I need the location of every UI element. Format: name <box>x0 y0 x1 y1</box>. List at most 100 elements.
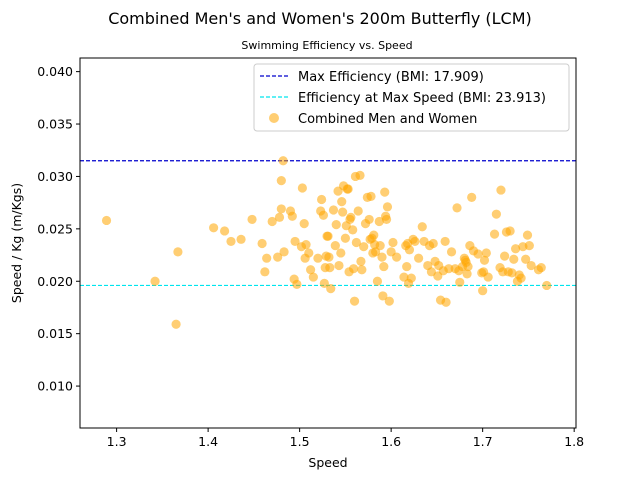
data-point <box>173 247 183 257</box>
data-point <box>380 187 390 197</box>
x-axis-ticks: 1.3 1.4 1.5 1.6 1.7 1.8 <box>107 428 584 449</box>
data-point <box>343 184 353 194</box>
data-point <box>414 253 424 263</box>
x-tick-label: 1.3 <box>107 434 127 449</box>
data-point <box>257 238 267 249</box>
data-point <box>356 256 366 266</box>
data-point <box>349 296 360 306</box>
data-point <box>406 273 416 283</box>
legend-label-efficiency-at-max-speed: Efficiency at Max Speed (BMI: 23.913) <box>298 91 546 106</box>
data-point <box>101 215 112 226</box>
data-point <box>505 226 515 236</box>
x-tick-label: 1.7 <box>473 434 493 449</box>
data-point <box>524 241 534 251</box>
data-point <box>364 214 374 225</box>
data-point <box>382 202 393 212</box>
data-point <box>402 261 412 272</box>
data-point <box>478 286 488 296</box>
data-point <box>366 191 376 201</box>
data-point <box>536 263 546 273</box>
data-point <box>452 203 462 213</box>
data-point <box>428 238 438 249</box>
legend-swatch-combined <box>269 113 279 123</box>
data-point <box>444 264 454 274</box>
data-point <box>463 261 473 272</box>
x-axis-label: Speed <box>308 455 347 470</box>
data-point <box>369 230 379 240</box>
data-point <box>338 207 348 217</box>
data-point <box>340 233 350 243</box>
x-tick-label: 1.5 <box>290 434 310 449</box>
x-tick-label: 1.4 <box>198 434 218 449</box>
x-tick-label: 1.8 <box>564 434 584 449</box>
data-point <box>297 183 307 193</box>
data-point <box>337 197 347 207</box>
data-point <box>274 212 285 222</box>
data-point <box>326 283 336 294</box>
data-point <box>236 234 246 244</box>
data-point <box>328 205 339 215</box>
y-tick-label: 0.035 <box>37 117 73 132</box>
plot-frame <box>79 57 577 429</box>
data-point <box>324 252 334 262</box>
data-point <box>304 248 314 258</box>
y-tick-label: 0.025 <box>37 221 73 236</box>
chart-subtitle: Swimming Efficiency vs. Speed <box>241 39 412 52</box>
data-point <box>316 194 327 205</box>
data-point <box>542 280 552 291</box>
data-point <box>267 216 277 227</box>
data-point <box>209 223 219 233</box>
data-point <box>276 204 286 214</box>
data-point <box>377 252 387 262</box>
data-point <box>171 319 181 329</box>
data-point <box>319 278 329 288</box>
data-point <box>375 241 385 251</box>
y-axis-label: Speed / Kg (m/Kgs) <box>9 183 24 303</box>
data-point <box>481 248 491 258</box>
data-point <box>417 222 427 232</box>
data-point <box>441 297 451 307</box>
data-point <box>353 206 363 216</box>
data-point <box>247 214 257 225</box>
data-point <box>336 248 346 258</box>
x-tick-label: 1.6 <box>381 434 401 449</box>
data-point <box>262 253 272 263</box>
data-point <box>522 230 533 240</box>
data-point <box>348 225 358 235</box>
data-point <box>526 260 536 271</box>
data-point <box>287 211 297 221</box>
data-point <box>388 237 398 248</box>
data-point <box>323 231 333 241</box>
data-point <box>489 229 500 239</box>
data-point <box>516 273 526 283</box>
data-point <box>381 214 392 225</box>
legend-label-max-efficiency: Max Efficiency (BMI: 17.909) <box>298 70 484 85</box>
data-point <box>325 263 335 273</box>
y-tick-label: 0.015 <box>37 326 73 341</box>
data-point <box>306 265 316 275</box>
data-point <box>299 219 309 229</box>
data-point <box>509 254 519 264</box>
data-point <box>330 241 340 251</box>
data-point <box>446 247 457 257</box>
data-point <box>372 276 383 286</box>
y-tick-label: 0.040 <box>37 64 73 79</box>
data-point <box>384 296 394 306</box>
data-point <box>150 276 160 286</box>
data-point <box>521 254 531 264</box>
legend-label-combined: Combined Men and Women <box>298 112 477 127</box>
chart-title: Combined Men's and Women's 200m Butterfl… <box>108 9 532 28</box>
data-point <box>357 265 367 275</box>
data-point <box>510 244 521 254</box>
data-point <box>379 261 389 272</box>
data-point <box>455 277 465 287</box>
data-point <box>273 252 283 262</box>
data-point <box>226 236 236 247</box>
data-point <box>507 268 517 278</box>
data-point <box>301 239 311 250</box>
data-point <box>355 170 365 180</box>
data-point <box>278 156 288 166</box>
data-point <box>378 291 388 301</box>
data-point <box>290 236 300 247</box>
